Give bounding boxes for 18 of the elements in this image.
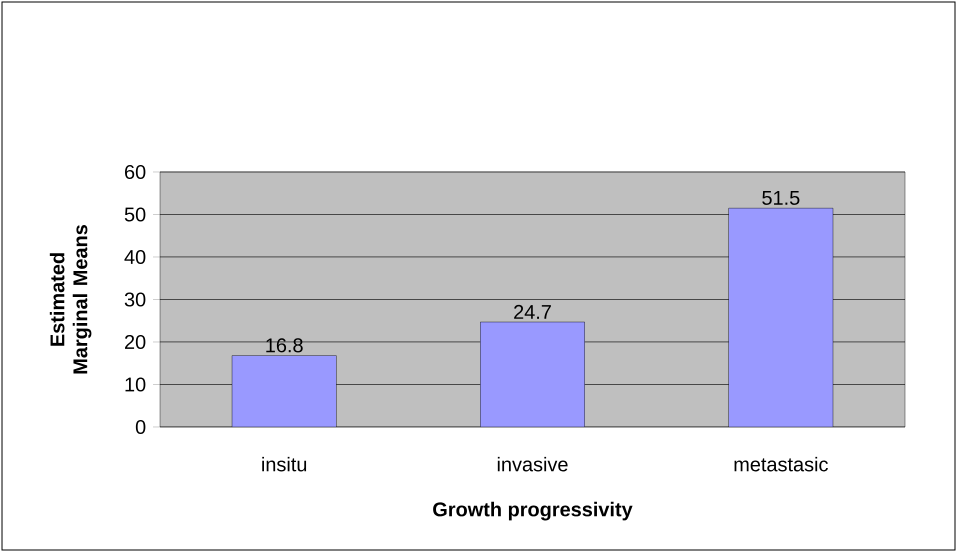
x-tick-label: invasive [498,456,568,472]
x-tick-label: metastasic [734,456,828,472]
y-tick-label: 30 [124,292,146,307]
y-tick-label: 60 [125,164,146,180]
bar [480,322,585,427]
y-tick-label: 40 [124,250,146,264]
y-axis-title: Estimated Marginal Means [50,225,92,374]
data-label: 16.8 [266,338,303,352]
y-tick-label: 50 [124,207,146,222]
bar [728,208,834,427]
y-tick-label: 20 [125,334,146,350]
x-tick-label: insitu [262,456,306,472]
y-tick-label: 0 [136,420,146,434]
x-axis-title: Growth progressivity [433,502,633,520]
data-label: 51.5 [762,191,800,205]
data-label: 24.7 [514,304,551,319]
y-tick-label: 10 [126,377,146,392]
bar [232,355,337,427]
